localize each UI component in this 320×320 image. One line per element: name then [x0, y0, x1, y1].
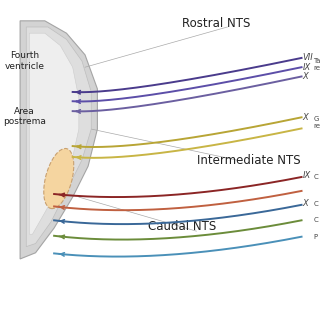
Text: Caudal NTS: Caudal NTS	[148, 220, 217, 233]
Text: X: X	[302, 72, 308, 81]
Text: G
re: G re	[313, 116, 320, 129]
Text: IX: IX	[302, 63, 311, 72]
Text: Rostral NTS: Rostral NTS	[182, 17, 251, 30]
Text: Area
postrema: Area postrema	[3, 107, 46, 126]
Text: C: C	[313, 217, 318, 223]
Text: X: X	[302, 199, 308, 208]
Ellipse shape	[44, 148, 74, 209]
Polygon shape	[20, 21, 97, 259]
Text: X: X	[302, 113, 308, 122]
Text: Ta
re: Ta re	[313, 58, 320, 71]
Text: C: C	[313, 201, 318, 207]
Polygon shape	[29, 33, 79, 234]
Text: VII: VII	[302, 53, 313, 62]
Text: C: C	[313, 174, 318, 180]
Text: Fourth
ventricle: Fourth ventricle	[5, 51, 45, 71]
Text: IX: IX	[302, 171, 311, 180]
Polygon shape	[26, 27, 91, 247]
Text: Intermediate NTS: Intermediate NTS	[197, 154, 301, 166]
Text: P: P	[313, 234, 317, 240]
